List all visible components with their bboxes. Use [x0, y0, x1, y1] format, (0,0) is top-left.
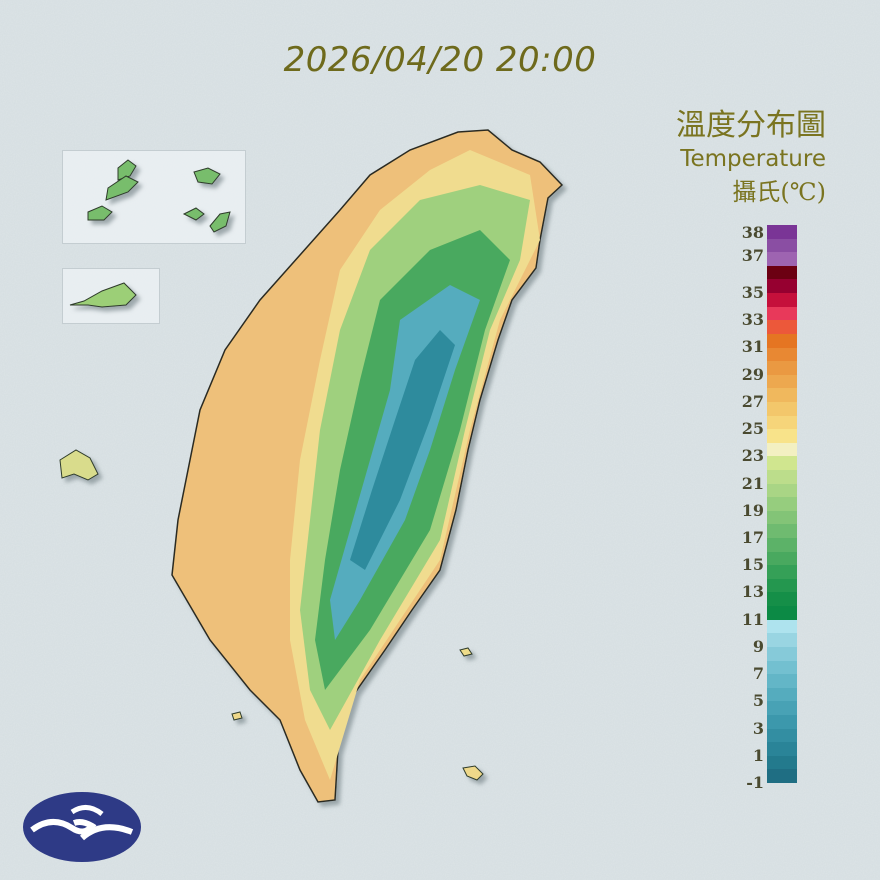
color-bar-segment	[767, 401, 797, 416]
color-bar-segment	[767, 687, 797, 702]
cwa-logo	[23, 792, 141, 862]
color-bar	[767, 225, 797, 783]
timestamp-title: 2026/04/20 20:00	[283, 40, 597, 80]
color-bar-segment	[767, 606, 797, 620]
color-bar-segment	[767, 469, 797, 484]
color-bar-segment	[767, 238, 797, 253]
color-bar-segment	[767, 374, 797, 389]
color-bar-segment	[767, 742, 797, 756]
color-bar-segment	[767, 551, 797, 566]
color-bar-segment	[767, 660, 797, 675]
color-bar-label: 23	[741, 446, 764, 466]
color-bar-label: 1	[752, 745, 764, 765]
color-bar-label: 27	[741, 391, 764, 411]
color-bar-label: 35	[741, 283, 764, 303]
color-bar-segment	[767, 646, 797, 661]
color-bar-label: 38	[741, 223, 764, 242]
color-bar-segment	[767, 361, 797, 375]
color-bar-label: 25	[741, 419, 764, 439]
color-bar-label: 15	[741, 555, 764, 575]
color-bar-segment	[767, 674, 797, 688]
inset-kinmen	[62, 268, 160, 324]
color-bar-label: 33	[741, 310, 764, 330]
legend-unit: 攝氏(℃)	[732, 178, 826, 206]
color-bar-segment	[767, 701, 797, 715]
color-bar-segment	[767, 755, 797, 770]
color-bar-segment	[767, 306, 797, 321]
color-bar-segment	[767, 592, 797, 607]
color-bar-label: 7	[752, 664, 764, 684]
color-bar-segment	[767, 265, 797, 280]
color-bar-label: 29	[741, 364, 764, 384]
color-bar-segment	[767, 293, 797, 307]
color-bar-segment	[767, 456, 797, 470]
color-bar-label: -1	[746, 773, 764, 792]
legend-title-zh: 溫度分布圖	[676, 108, 826, 143]
color-bar-segment	[767, 347, 797, 362]
color-bar-segment	[767, 510, 797, 525]
color-bar-segment	[767, 565, 797, 579]
color-bar-label: 13	[741, 582, 764, 602]
color-bar-label: 21	[741, 473, 764, 493]
color-bar-segment	[767, 429, 797, 443]
color-bar-labels: -1 1 3 5 7 9 11 13 15 17 19 21 23 25 27 29 31 33 35 37 38	[720, 0, 764, 880]
color-bar-label: 19	[741, 500, 764, 520]
color-bar-segment	[767, 714, 797, 729]
color-bar-label: 9	[752, 636, 764, 656]
color-bar-segment	[767, 497, 797, 511]
color-bar-segment	[767, 728, 797, 743]
color-bar-label: 31	[741, 337, 764, 357]
color-bar-label: 5	[752, 691, 764, 711]
color-bar-segment	[767, 619, 797, 634]
color-bar-segment	[767, 633, 797, 647]
color-bar-segment	[767, 483, 797, 498]
color-bar-label: 3	[752, 718, 764, 738]
color-bar-label: 37	[741, 246, 764, 265]
color-bar-label: 17	[741, 528, 764, 548]
insets-islands	[59, 159, 484, 781]
legend-title-en: Temperature	[680, 146, 826, 172]
color-bar-segment	[767, 415, 797, 430]
color-bar-segment	[767, 578, 797, 593]
color-bar-label: 11	[741, 609, 764, 629]
color-bar-segment	[767, 442, 797, 457]
color-bar-segment	[767, 769, 797, 783]
color-bar-segment	[767, 252, 797, 266]
color-bar-segment	[767, 225, 797, 239]
color-bar-segment	[767, 538, 797, 552]
color-bar-segment	[767, 320, 797, 334]
color-bar-segment	[767, 333, 797, 348]
color-bar-segment	[767, 388, 797, 402]
taiwan-island	[171, 129, 564, 803]
color-bar-segment	[767, 524, 797, 539]
color-bar-segment	[767, 279, 797, 294]
